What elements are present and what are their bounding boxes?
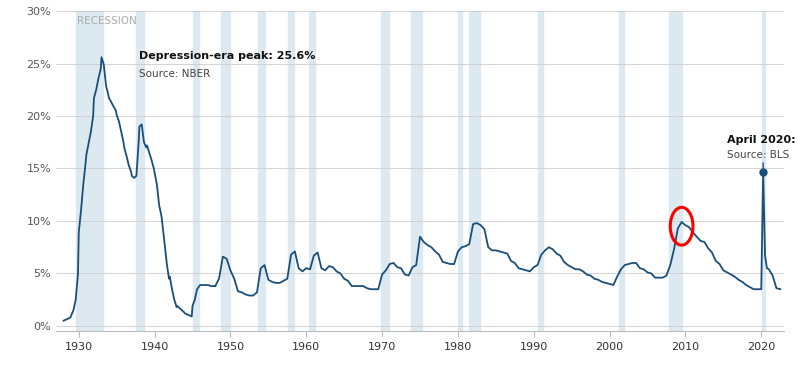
Bar xyxy=(193,11,198,331)
Bar xyxy=(76,11,103,331)
Text: RECESSION: RECESSION xyxy=(78,16,137,26)
Bar xyxy=(382,11,389,331)
Bar xyxy=(670,11,682,331)
Bar xyxy=(411,11,422,331)
Bar xyxy=(136,11,144,331)
Text: Source: BLS: Source: BLS xyxy=(727,150,790,160)
Text: Depression-era peak: 25.6%: Depression-era peak: 25.6% xyxy=(139,52,316,61)
Bar xyxy=(309,11,314,331)
Bar xyxy=(470,11,480,331)
Bar xyxy=(222,11,230,331)
Bar xyxy=(258,11,265,331)
Bar xyxy=(538,11,543,331)
Bar xyxy=(618,11,624,331)
Text: Source: NBER: Source: NBER xyxy=(139,69,210,79)
Bar xyxy=(458,11,462,331)
Text: April 2020: 14.7%: April 2020: 14.7% xyxy=(727,135,800,145)
Bar xyxy=(288,11,294,331)
Bar xyxy=(762,11,765,331)
